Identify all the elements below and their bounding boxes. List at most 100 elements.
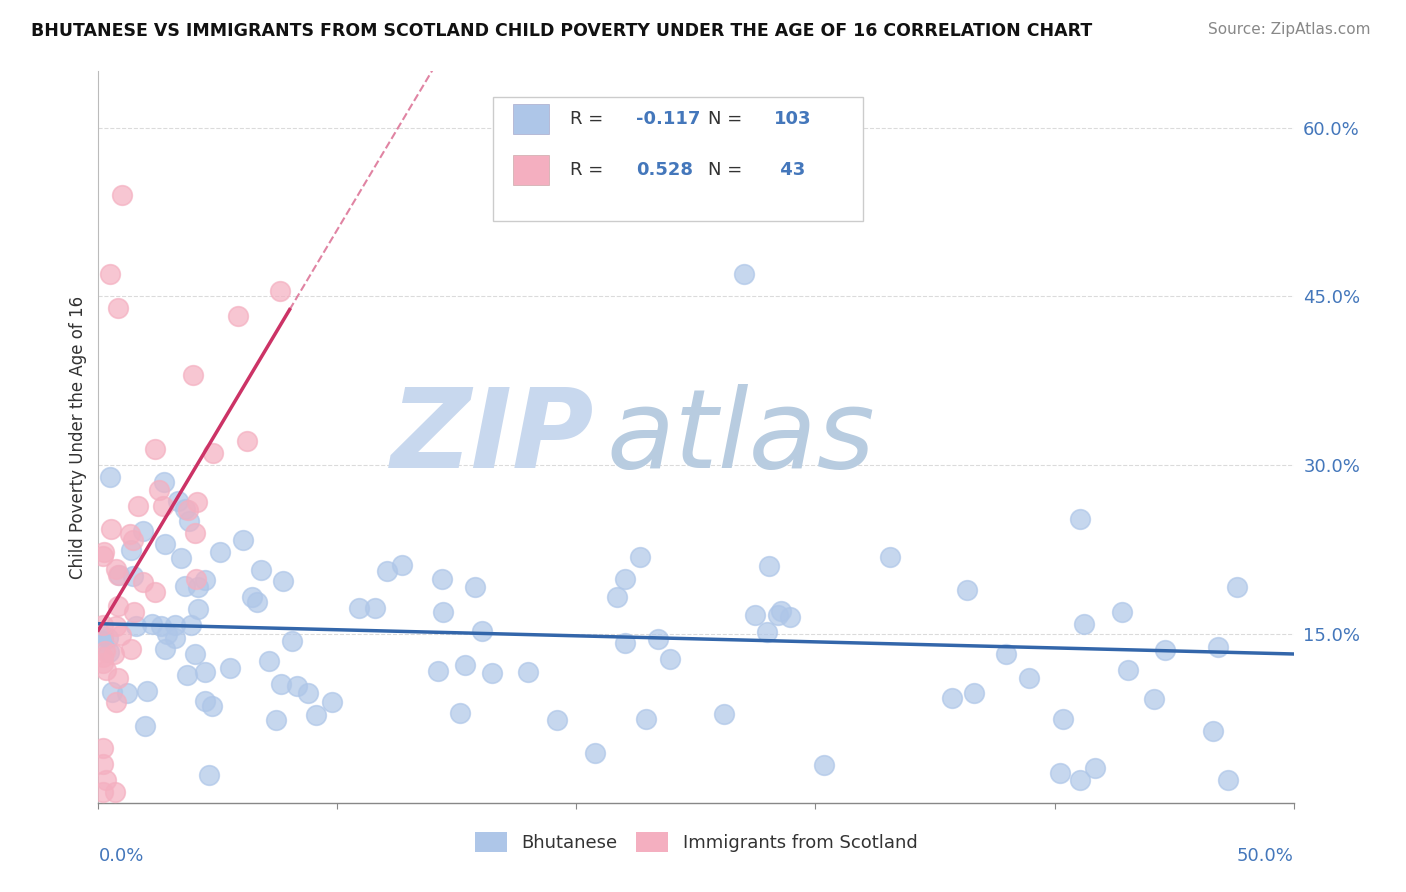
- Point: [647, 632, 669, 646]
- Text: R =: R =: [571, 161, 609, 179]
- Point: [186, 495, 208, 509]
- Point: [250, 563, 273, 577]
- Point: [193, 665, 215, 680]
- Point: [995, 647, 1018, 661]
- Point: [136, 684, 159, 698]
- Text: 103: 103: [773, 110, 811, 128]
- Point: [1084, 761, 1107, 775]
- Point: [105, 618, 128, 632]
- Point: [143, 442, 166, 457]
- Point: [180, 617, 202, 632]
- Point: [97, 631, 120, 645]
- Text: R =: R =: [571, 110, 609, 128]
- Legend: Bhutanese, Immigrants from Scotland: Bhutanese, Immigrants from Scotland: [467, 824, 925, 860]
- Point: [125, 619, 148, 633]
- Point: [270, 676, 292, 690]
- Point: [281, 634, 304, 648]
- Point: [104, 695, 127, 709]
- Point: [149, 619, 172, 633]
- Point: [173, 579, 195, 593]
- Point: [1226, 580, 1249, 594]
- Point: [264, 714, 287, 728]
- Point: [941, 690, 963, 705]
- Point: [170, 551, 193, 566]
- Point: [1153, 642, 1175, 657]
- Point: [155, 641, 177, 656]
- Point: [1049, 765, 1071, 780]
- Point: [176, 668, 198, 682]
- Point: [153, 536, 176, 550]
- Point: [187, 580, 209, 594]
- Text: N =: N =: [709, 110, 748, 128]
- Text: 0.0%: 0.0%: [98, 847, 143, 864]
- Point: [120, 542, 142, 557]
- Point: [127, 500, 149, 514]
- Point: [194, 694, 217, 708]
- Point: [349, 601, 371, 615]
- Text: 43: 43: [773, 161, 804, 179]
- Text: BHUTANESE VS IMMIGRANTS FROM SCOTLAND CHILD POVERTY UNDER THE AGE OF 16 CORRELAT: BHUTANESE VS IMMIGRANTS FROM SCOTLAND CH…: [31, 22, 1092, 40]
- Point: [121, 569, 143, 583]
- Point: [1116, 663, 1139, 677]
- Point: [120, 527, 142, 541]
- Point: [187, 601, 209, 615]
- Text: atlas: atlas: [606, 384, 875, 491]
- Point: [766, 607, 789, 622]
- Point: [219, 661, 242, 675]
- Point: [614, 572, 637, 586]
- Point: [134, 719, 156, 733]
- Point: [91, 617, 114, 632]
- Point: [1018, 671, 1040, 685]
- Point: [111, 188, 134, 202]
- Point: [769, 604, 792, 618]
- Point: [1208, 640, 1230, 655]
- Point: [177, 503, 200, 517]
- Point: [132, 575, 155, 590]
- Point: [91, 784, 114, 798]
- Point: [115, 685, 138, 699]
- Point: [93, 545, 115, 559]
- Point: [232, 533, 254, 547]
- Point: [606, 590, 628, 604]
- FancyBboxPatch shape: [513, 104, 548, 134]
- Point: [779, 610, 801, 624]
- Point: [259, 654, 281, 668]
- Point: [432, 605, 454, 619]
- Text: Source: ZipAtlas.com: Source: ZipAtlas.com: [1208, 22, 1371, 37]
- Point: [228, 310, 250, 324]
- Text: ZIP: ZIP: [391, 384, 595, 491]
- Point: [1069, 773, 1091, 788]
- Point: [471, 624, 494, 638]
- Point: [427, 665, 450, 679]
- Point: [628, 550, 651, 565]
- Point: [91, 629, 114, 643]
- Point: [1111, 605, 1133, 619]
- Point: [98, 470, 121, 484]
- Point: [91, 657, 114, 671]
- Point: [449, 706, 471, 720]
- Point: [614, 636, 637, 650]
- Point: [758, 559, 780, 574]
- Point: [1073, 617, 1095, 632]
- Point: [713, 707, 735, 722]
- Point: [184, 525, 207, 540]
- Point: [1216, 773, 1239, 788]
- Point: [152, 500, 174, 514]
- Point: [755, 624, 778, 639]
- Point: [432, 572, 454, 586]
- Text: 0.528: 0.528: [637, 161, 693, 179]
- Point: [236, 434, 259, 448]
- Point: [108, 568, 131, 582]
- Text: 50.0%: 50.0%: [1237, 847, 1294, 864]
- Point: [209, 545, 232, 559]
- Text: -0.117: -0.117: [637, 110, 700, 128]
- Point: [454, 657, 477, 672]
- Point: [165, 631, 187, 645]
- Point: [91, 649, 114, 664]
- Point: [103, 647, 125, 661]
- Point: [1069, 512, 1091, 526]
- Point: [240, 590, 263, 604]
- Point: [167, 494, 190, 508]
- Point: [517, 665, 540, 679]
- Point: [184, 647, 207, 661]
